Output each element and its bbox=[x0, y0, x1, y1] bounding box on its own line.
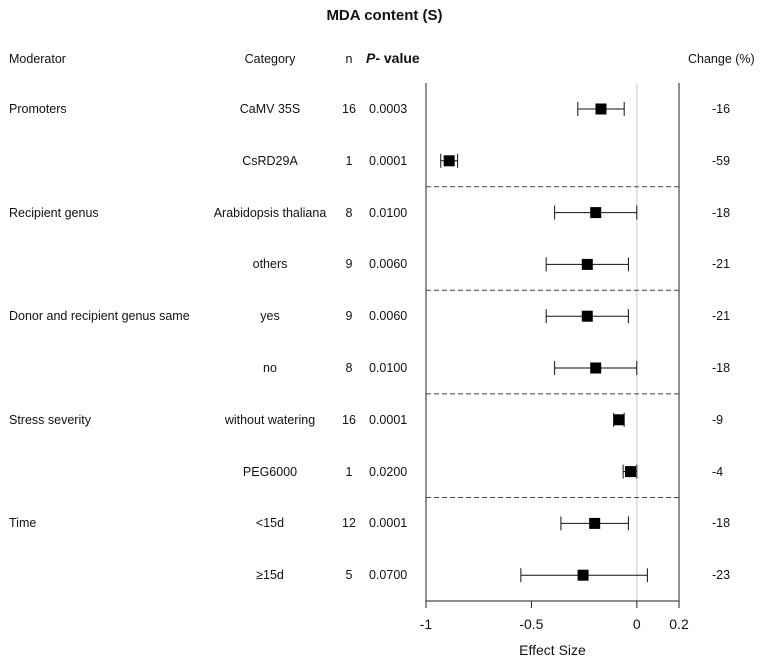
header-p-suffix: - value bbox=[375, 50, 420, 66]
row-category: PEG6000 bbox=[242, 464, 298, 479]
row-p-value: 0.0700 bbox=[369, 568, 408, 583]
row-n: 1 bbox=[345, 464, 353, 479]
row-category: <15d bbox=[255, 516, 285, 531]
effect-point bbox=[595, 103, 607, 115]
row-category: no bbox=[263, 361, 277, 375]
row-category: ≥15d bbox=[256, 568, 284, 583]
header-category: Category bbox=[244, 52, 296, 66]
x-tick-label: 0.2 bbox=[669, 616, 689, 632]
row-moderator: Stress severity bbox=[9, 412, 91, 427]
row-change: -18 bbox=[712, 361, 731, 375]
effect-point bbox=[590, 207, 602, 219]
effect-point bbox=[590, 362, 602, 374]
row-p-value: 0.0001 bbox=[369, 516, 408, 531]
x-tick-label: -0.5 bbox=[519, 616, 543, 632]
row-change: -4 bbox=[712, 464, 724, 479]
row-category: yes bbox=[260, 309, 280, 324]
effect-point bbox=[577, 569, 589, 581]
effect-point bbox=[443, 155, 455, 167]
row-p-value: 0.0100 bbox=[369, 361, 408, 375]
header-moderator: Moderator bbox=[9, 52, 66, 66]
row-n: 8 bbox=[345, 361, 353, 375]
row-n: 8 bbox=[345, 205, 353, 220]
x-tick-label: -1 bbox=[420, 616, 433, 632]
row-n: 9 bbox=[345, 257, 353, 272]
row-n: 12 bbox=[342, 516, 356, 531]
row-moderator: Time bbox=[9, 516, 37, 531]
header-change: Change (%) bbox=[688, 52, 755, 66]
x-tick-label: 0 bbox=[633, 616, 641, 632]
row-category: CaMV 35S bbox=[239, 102, 301, 116]
chart-title: MDA content (S) bbox=[326, 7, 443, 24]
row-change: -18 bbox=[712, 516, 731, 531]
row-category: Arabidopsis thaliana bbox=[213, 205, 327, 220]
row-n: 5 bbox=[345, 568, 353, 583]
row-n: 1 bbox=[345, 153, 353, 168]
row-n: 16 bbox=[342, 412, 356, 427]
row-n: 16 bbox=[342, 102, 356, 116]
row-category: CsRD29A bbox=[242, 153, 298, 168]
row-category: without watering bbox=[224, 412, 316, 427]
row-p-value: 0.0003 bbox=[369, 102, 408, 116]
effect-point bbox=[589, 517, 601, 529]
row-p-value: 0.0001 bbox=[369, 153, 408, 168]
effect-point bbox=[613, 414, 625, 426]
header-p-value: P- value bbox=[366, 50, 420, 66]
header-n: n bbox=[345, 52, 353, 66]
effect-point bbox=[625, 466, 637, 478]
row-change: -16 bbox=[712, 102, 731, 116]
row-moderator: Recipient genus bbox=[9, 205, 99, 220]
row-p-value: 0.0100 bbox=[369, 205, 408, 220]
row-change: -18 bbox=[712, 205, 731, 220]
row-category: others bbox=[252, 257, 288, 272]
header-p-letter: P bbox=[366, 50, 376, 66]
row-change: -9 bbox=[712, 412, 724, 427]
row-n: 9 bbox=[345, 309, 353, 324]
row-change: -23 bbox=[712, 568, 731, 583]
row-change: -21 bbox=[712, 257, 731, 272]
row-change: -21 bbox=[712, 309, 731, 324]
row-p-value: 0.0200 bbox=[369, 464, 408, 479]
row-moderator: Promoters bbox=[9, 102, 67, 116]
effect-point bbox=[581, 310, 593, 322]
x-axis-label: Effect Size bbox=[519, 642, 586, 658]
row-moderator: Donor and recipient genus same bbox=[9, 309, 190, 324]
row-p-value: 0.0001 bbox=[369, 412, 408, 427]
effect-point bbox=[581, 258, 593, 270]
row-p-value: 0.0060 bbox=[369, 257, 408, 272]
row-change: -59 bbox=[712, 153, 731, 168]
row-p-value: 0.0060 bbox=[369, 309, 408, 324]
